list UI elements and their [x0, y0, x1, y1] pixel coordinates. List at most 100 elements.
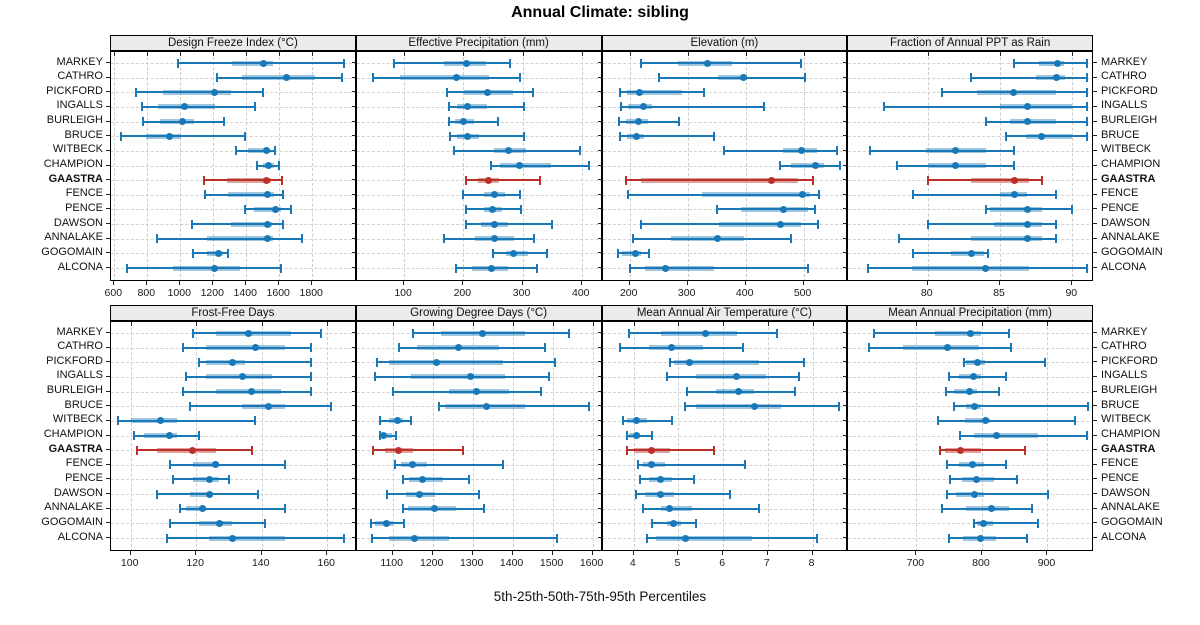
x-gridline	[114, 52, 116, 280]
row-tick-left	[106, 105, 110, 107]
percentile-whisker-5-95	[620, 135, 714, 138]
whisker-cap-5	[926, 175, 929, 185]
whisker-cap-5	[168, 518, 171, 528]
whisker-cap-5	[896, 161, 899, 170]
station-label-right: PENCE	[1101, 471, 1139, 484]
whisker-cap-95	[650, 431, 653, 440]
whisker-cap-5	[635, 489, 637, 499]
station-label-left: WITBECK	[52, 143, 103, 156]
row-tick-left	[597, 449, 602, 451]
row-tick-left	[106, 375, 110, 377]
whisker-cap-95	[1085, 131, 1088, 141]
station-label-right: DAWSON	[1101, 216, 1151, 229]
station-label-left: PENCE	[65, 201, 103, 214]
whisker-cap-5	[402, 504, 405, 514]
panel-strip: Fraction of Annual PPT as Rain	[847, 35, 1093, 51]
percentile-whisker-5-95	[640, 478, 695, 481]
x-gridline	[581, 52, 583, 280]
percentile-whisker-5-95	[884, 105, 1087, 108]
x-tick-top	[927, 52, 929, 56]
x-tick-bottom	[1046, 551, 1048, 555]
row-gridline	[356, 523, 601, 525]
station-label-left: MARKEY	[56, 55, 103, 68]
median-dot	[632, 249, 640, 257]
row-tick-left	[843, 390, 848, 392]
whisker-cap-95	[1013, 161, 1016, 170]
median-dot	[951, 147, 959, 155]
whisker-cap-95	[1007, 328, 1010, 338]
row-tick-left	[843, 493, 848, 495]
median-dot	[490, 220, 498, 228]
percentile-whisker-5-95	[621, 105, 764, 108]
whisker-cap-95	[802, 357, 805, 367]
station-label-right: CATHRO	[1101, 340, 1147, 353]
median-dot	[632, 432, 640, 439]
whisker-cap-5	[897, 234, 900, 244]
row-tick-left	[843, 507, 848, 509]
x-tick-bottom	[1071, 281, 1073, 285]
x-tick-bottom	[511, 551, 513, 555]
whisker-cap-5	[126, 263, 129, 273]
station-label-right: BRUCE	[1101, 128, 1140, 141]
median-dot	[1038, 132, 1046, 140]
percentile-whisker-5-95	[963, 361, 1045, 364]
median-dot	[982, 264, 990, 272]
x-tick-bottom	[260, 551, 262, 555]
row-tick-left	[351, 332, 356, 333]
whisker-cap-5	[949, 474, 952, 484]
row-tick-right	[1093, 267, 1097, 268]
median-dot	[166, 432, 174, 439]
x-tick-bottom	[999, 281, 1001, 285]
station-label-right: GOGOMAIN	[1101, 245, 1163, 258]
percentile-whisker-5-95	[669, 361, 804, 364]
whisker-cap-95	[533, 234, 536, 244]
row-gridline	[356, 479, 601, 481]
whisker-cap-95	[301, 234, 304, 244]
whisker-cap-5	[172, 474, 175, 484]
x-gridline	[629, 52, 631, 280]
row-tick-left	[597, 120, 602, 122]
x-tick-label: 1600	[579, 557, 604, 569]
whisker-cap-5	[191, 328, 194, 338]
row-tick-right	[1093, 434, 1097, 436]
station-label-left: ALCONA	[57, 260, 103, 273]
percentile-whisker-5-95	[618, 120, 679, 123]
whisker-cap-95	[410, 416, 413, 426]
percentile-whisker-5-95	[371, 537, 557, 539]
median-dot	[780, 205, 788, 213]
whisker-cap-5	[182, 387, 185, 397]
station-label-left: PENCE	[65, 471, 103, 484]
row-tick-left	[597, 135, 602, 137]
median-dot	[1010, 176, 1018, 184]
median-dot	[504, 147, 512, 155]
x-tick-bottom	[311, 281, 313, 285]
whisker-cap-5	[970, 73, 973, 83]
row-tick-left	[351, 419, 356, 421]
whisker-cap-5	[715, 204, 718, 214]
median-dot	[205, 475, 213, 483]
percentile-whisker-5-95	[191, 223, 283, 226]
median-dot	[264, 191, 272, 199]
median-dot	[1024, 205, 1031, 213]
x-tick-top	[246, 52, 248, 56]
row-tick-right	[1093, 390, 1097, 392]
row-tick-left	[843, 434, 848, 436]
station-label-left: MARKEY	[56, 325, 103, 338]
median-dot	[487, 264, 495, 272]
row-tick-right	[1093, 164, 1097, 166]
row-tick-right	[1093, 193, 1097, 195]
median-dot	[415, 490, 423, 498]
station-label-right: PICKFORD	[1101, 84, 1158, 97]
median-dot	[1054, 59, 1062, 67]
whisker-cap-95	[553, 357, 556, 367]
median-dot	[238, 373, 246, 381]
station-label-left: DAWSON	[53, 486, 103, 499]
row-tick-left	[597, 463, 602, 465]
row-gridline	[111, 150, 355, 152]
whisker-cap-95	[281, 190, 284, 200]
whisker-cap-5	[371, 445, 374, 455]
x-tick-bottom	[521, 281, 523, 285]
station-label-left: GAASTRA	[48, 172, 103, 185]
x-gridline	[687, 52, 689, 280]
row-tick-left	[843, 332, 848, 333]
